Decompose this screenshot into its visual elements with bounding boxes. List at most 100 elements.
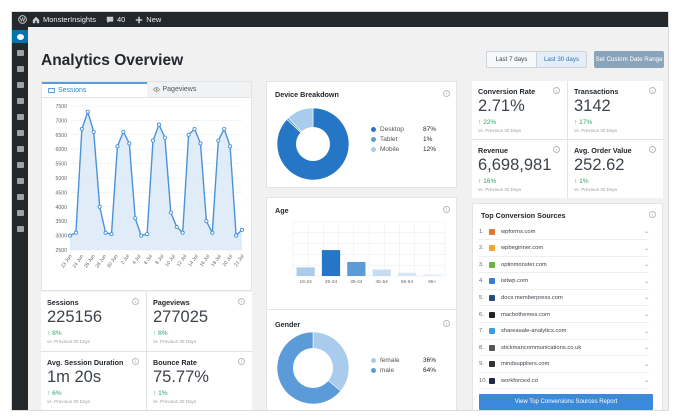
chevron-down-icon[interactable]: ⌄: [643, 245, 649, 252]
sessions-line: [69, 109, 243, 238]
info-icon[interactable]: i: [238, 358, 245, 365]
x-tick-label: 55-64: [401, 279, 414, 285]
users-menu-icon[interactable]: [12, 159, 28, 171]
chevron-down-icon[interactable]: ⌄: [643, 378, 649, 385]
chevron-down-icon[interactable]: ⌄: [643, 312, 649, 318]
dashboard-menu-icon[interactable]: [12, 30, 28, 43]
info-icon[interactable]: i: [132, 298, 139, 305]
y-tick-label: 7500: [55, 104, 67, 110]
info-icon[interactable]: i: [553, 87, 560, 94]
site-favicon-icon: [489, 328, 495, 335]
chevron-down-icon[interactable]: ⌄: [643, 262, 649, 269]
gender-title: Gender: [275, 320, 301, 329]
data-point: [97, 204, 102, 209]
source-name: machothemes.com: [501, 311, 550, 318]
legend-item: Desktop 87%: [371, 126, 441, 133]
view-conversions-report-button[interactable]: View Top Conversions Sources Report: [479, 394, 653, 410]
last-30-days-button[interactable]: Last 30 days: [536, 52, 586, 67]
source-name: optinmonster.com: [501, 261, 547, 268]
info-icon[interactable]: i: [443, 320, 450, 327]
y-tick-label: 5500: [55, 162, 67, 168]
data-point: [180, 230, 185, 235]
settings-menu-icon[interactable]: [12, 191, 28, 203]
data-point: [150, 138, 156, 143]
site-favicon-icon: [489, 377, 495, 384]
data-point: [127, 141, 132, 146]
forms-menu-icon[interactable]: [12, 111, 28, 123]
appearance-menu-icon[interactable]: [12, 127, 28, 139]
legend-percent: 64%: [423, 367, 437, 374]
stat-value: 3142: [574, 97, 611, 115]
chevron-down-icon[interactable]: ⌄: [643, 229, 649, 235]
legend-swatch: [371, 147, 376, 152]
info-icon[interactable]: i: [649, 146, 656, 153]
chevron-down-icon[interactable]: ⌄: [643, 278, 649, 285]
list-item[interactable]: 2. wpbeginner.com ⌄: [479, 241, 649, 257]
stat-change: ↑ 8%: [47, 330, 62, 337]
data-point: [162, 135, 167, 140]
svg-text:W: W: [19, 17, 25, 23]
site-favicon-icon: [489, 294, 495, 301]
tab-sessions[interactable]: Sessions: [42, 82, 147, 97]
info-icon[interactable]: i: [132, 358, 139, 365]
stat-value: 277025: [153, 308, 209, 326]
list-item[interactable]: 6. machothemes.com ⌄: [479, 307, 649, 323]
legend-item: Tablet 1%: [371, 136, 441, 143]
comments-menu-icon[interactable]: [12, 95, 28, 107]
chevron-down-icon[interactable]: ⌄: [643, 328, 649, 335]
stat-change-value: 16%: [483, 178, 497, 185]
stat-label: Avg. Order Value: [574, 146, 632, 155]
list-item[interactable]: 8. stickmancommunications.co.uk ⌄: [479, 340, 649, 357]
tools-menu-icon[interactable]: [12, 175, 28, 187]
list-item[interactable]: 1. wpforms.com ⌄: [479, 224, 649, 240]
list-item[interactable]: 4. isitwp.com ⌄: [479, 274, 649, 290]
tab-pageviews[interactable]: Pageviews: [146, 82, 251, 97]
conversion-title: Top Conversion Sources: [481, 211, 566, 220]
device-donut-chart: [276, 107, 350, 181]
source-name: workforcexl.co: [501, 377, 539, 384]
list-item[interactable]: 5. docs.memberpress.com ⌄: [479, 290, 649, 307]
info-icon[interactable]: i: [649, 87, 656, 94]
arrow-up-icon: ↑: [47, 390, 53, 397]
arrow-up-icon: ↑: [478, 178, 484, 185]
legend-percent: 12%: [423, 146, 437, 153]
stat-card: Avg. Session Duration i 1m 20s ↑ 6% vs. Prev…: [41, 352, 146, 410]
plugins-menu-icon[interactable]: [12, 143, 28, 155]
legend-item: Mobile 12%: [371, 146, 441, 153]
posts-menu-icon[interactable]: [12, 47, 28, 59]
list-item[interactable]: 9. mindsuppliers.com ⌄: [479, 357, 649, 373]
age-bar: [321, 250, 341, 276]
admin-bar-new[interactable]: New: [135, 15, 161, 24]
y-tick-label: 3500: [55, 219, 67, 225]
site-favicon-icon: [489, 278, 495, 285]
chevron-down-icon[interactable]: ⌄: [643, 345, 649, 352]
list-item[interactable]: 7. shareasale-analytics.com ⌄: [479, 324, 649, 340]
legend-swatch: [371, 127, 376, 132]
collapse-menu-icon[interactable]: [12, 223, 28, 235]
wordpress-logo-icon[interactable]: W: [12, 15, 32, 24]
chevron-down-icon[interactable]: ⌄: [643, 361, 649, 368]
comments-count: 40: [116, 15, 126, 24]
info-icon[interactable]: i: [443, 90, 450, 97]
x-tick-label: 21 Jul: [233, 254, 246, 268]
data-point: [121, 129, 126, 134]
info-icon[interactable]: i: [553, 146, 560, 153]
admin-bar-comments[interactable]: 40: [106, 15, 125, 24]
list-index: 7.: [479, 328, 484, 335]
arrow-up-icon: ↑: [478, 119, 484, 126]
info-icon[interactable]: i: [649, 211, 656, 218]
last-7-days-button[interactable]: Last 7 days: [495, 56, 528, 63]
list-item[interactable]: 3. optinmonster.com ⌄: [479, 257, 649, 274]
home-icon: [32, 16, 40, 23]
custom-date-range-button[interactable]: Set Custom Date Range: [594, 51, 664, 68]
pages-menu-icon[interactable]: [12, 79, 28, 91]
sessions-line-chart: 2500 3000 3500 4000 4500 5000 5500 6000 6500 7000…: [55, 104, 246, 269]
list-item[interactable]: 10. workforcexl.co ⌄: [479, 373, 649, 390]
stat-compare: vs. Previous 30 Days: [47, 339, 91, 344]
info-icon[interactable]: i: [238, 298, 245, 305]
admin-bar-site[interactable]: MonsterInsights: [32, 15, 96, 24]
chevron-down-icon[interactable]: ⌄: [643, 295, 649, 302]
media-menu-icon[interactable]: [12, 63, 28, 75]
info-icon[interactable]: i: [443, 206, 450, 213]
insights-menu-icon[interactable]: [12, 207, 28, 219]
